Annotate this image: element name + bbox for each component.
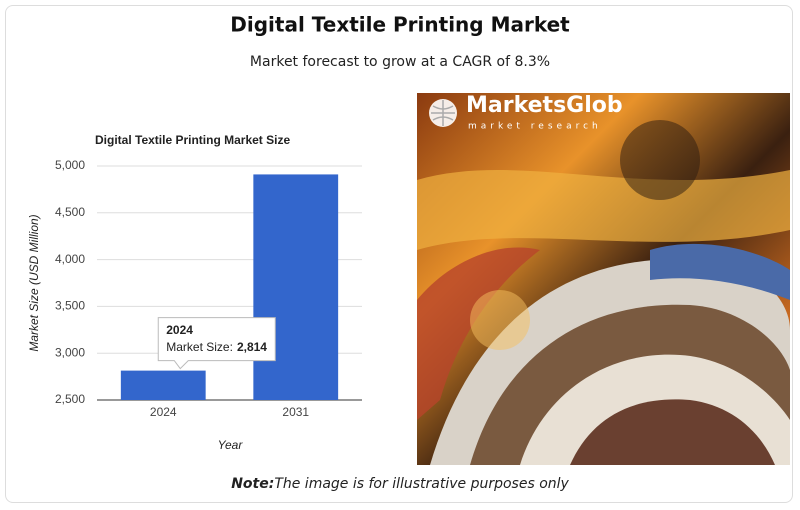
bar (120, 370, 206, 400)
y-axis-label: Market Size (USD Million) (27, 214, 41, 351)
illustration (417, 93, 790, 465)
y-tick-label: 4,000 (55, 252, 85, 266)
brand-name: MarketsGlob (466, 93, 623, 118)
page-title: Digital Textile Printing Market (230, 13, 570, 37)
y-tick-label: 3,000 (55, 345, 85, 359)
card (5, 5, 793, 503)
note-label: Note: (231, 476, 275, 492)
x-tick-label: 2024 (150, 405, 177, 419)
y-tick-label: 5,000 (55, 158, 85, 172)
x-tick-label: 2031 (282, 405, 309, 419)
page-subtitle: Market forecast to grow at a CAGR of 8.3… (250, 54, 550, 70)
y-tick-label: 4,500 (55, 205, 85, 219)
tooltip-title: 2024 (166, 323, 193, 337)
y-tick-label: 2,500 (55, 392, 85, 406)
tooltip-box (157, 317, 276, 370)
tooltip-label: Market Size: (166, 340, 233, 354)
chart-title: Digital Textile Printing Market Size (95, 133, 290, 147)
bar (253, 174, 339, 400)
brand-tagline: market research (468, 122, 602, 132)
x-axis-label: Year (218, 438, 244, 452)
y-tick-label: 3,500 (55, 299, 85, 313)
tooltip-value: 2,814 (237, 340, 267, 354)
note: Note:The image is for illustrative purpo… (0, 476, 800, 492)
note-text: The image is for illustrative purposes o… (274, 476, 569, 492)
